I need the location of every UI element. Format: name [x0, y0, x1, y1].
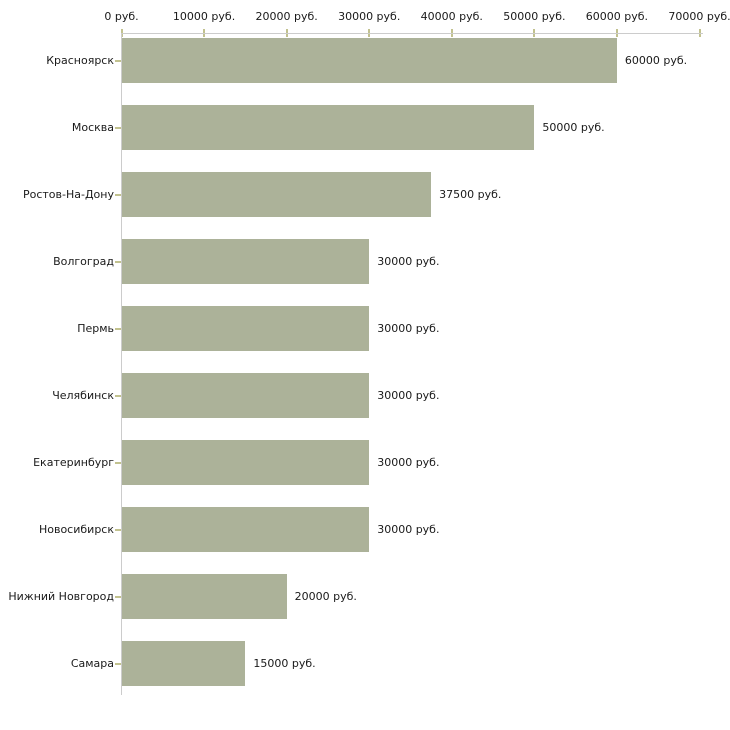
value-label: 20000 руб. [294, 590, 357, 603]
category-label: Екатеринбург [33, 456, 114, 469]
value-label: 30000 руб. [377, 456, 440, 469]
bar [121, 440, 370, 485]
category-label: Волгоград [53, 255, 114, 268]
value-label: 30000 руб. [377, 523, 440, 536]
category-tick-mark [115, 193, 121, 196]
y-axis-line [121, 33, 122, 695]
category-tick-mark [115, 394, 121, 397]
x-axis-tick-label: 70000 руб. [668, 10, 730, 23]
x-axis-tick-label: 60000 руб. [585, 10, 649, 23]
category-label: Пермь [77, 322, 114, 335]
x-axis-tick-label: 50000 руб. [503, 10, 566, 23]
value-label: 60000 руб. [624, 54, 688, 67]
x-axis-tick-label: 40000 руб. [420, 10, 483, 23]
category-label: Москва [71, 121, 114, 134]
value-label: 15000 руб. [253, 657, 316, 670]
category-tick-mark [115, 126, 121, 129]
category-label: Нижний Новгород [8, 590, 114, 603]
x-axis-tick-label: 0 руб. [104, 10, 139, 23]
bar [121, 574, 287, 619]
bar [121, 373, 370, 418]
category-label: Новосибирск [38, 523, 114, 536]
category-tick-mark [115, 327, 121, 330]
category-tick-mark [115, 528, 121, 531]
bar [121, 306, 370, 351]
category-tick-mark [115, 461, 121, 464]
bar [121, 172, 432, 217]
category-label: Красноярск [46, 54, 114, 67]
value-label: 37500 руб. [439, 188, 502, 201]
category-tick-mark [115, 595, 121, 598]
category-label: Челябинск [52, 389, 114, 402]
value-label: 30000 руб. [377, 322, 440, 335]
value-label: 30000 руб. [377, 255, 440, 268]
category-tick-mark [115, 260, 121, 263]
bar [121, 239, 370, 284]
bar [121, 105, 535, 150]
x-axis-tick-label: 20000 руб. [255, 10, 318, 23]
category-label: Самара [70, 657, 114, 670]
category-tick-mark [115, 662, 121, 665]
category-tick-mark [115, 59, 121, 62]
bar [121, 507, 370, 552]
value-label: 50000 руб. [542, 121, 605, 134]
x-axis-tick-label: 30000 руб. [338, 10, 401, 23]
value-label: 30000 руб. [377, 389, 440, 402]
bar [121, 641, 246, 686]
bar [121, 38, 617, 83]
category-label: Ростов-На-Дону [22, 188, 114, 201]
x-axis-line [121, 33, 703, 34]
x-axis-tick-label: 10000 руб. [172, 10, 236, 23]
